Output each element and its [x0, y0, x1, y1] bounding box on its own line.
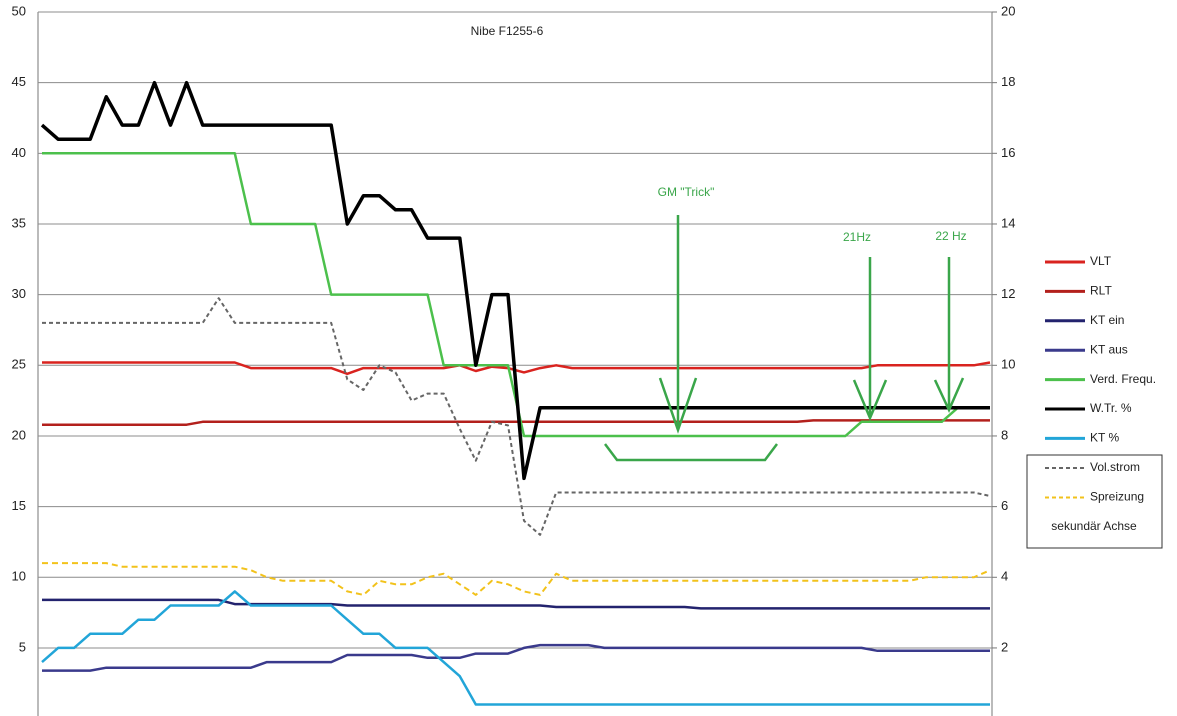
y-tick-label: 20	[12, 427, 26, 442]
legend-label: KT %	[1090, 431, 1119, 445]
y2-tick-label: 12	[1001, 286, 1015, 301]
annotation: GM "Trick"	[658, 185, 715, 199]
y2-tick-label: 6	[1001, 498, 1008, 513]
legend-label: RLT	[1090, 284, 1112, 298]
y2-tick-label: 8	[1001, 427, 1008, 442]
y-tick-label: 5	[19, 639, 26, 654]
grid: 5 10 15 20 25 30 35 40 45 50 2 4 6 8 10 12 14 16 18 20	[12, 3, 1016, 654]
legend-label: KT ein	[1090, 313, 1124, 327]
legend-label: Spreizung	[1090, 490, 1144, 504]
legend-label: VLT	[1090, 254, 1112, 268]
lines	[40, 80, 991, 706]
legend-label: W.Tr. %	[1090, 401, 1132, 415]
y-tick-label: 50	[12, 3, 26, 18]
arrow	[658, 215, 698, 434]
y-tick-label: 40	[12, 145, 26, 160]
y2-tick-label: 20	[1001, 3, 1015, 18]
legend-label: Vol.strom	[1090, 460, 1140, 474]
series-line	[40, 80, 990, 481]
y-tick-label: 30	[12, 286, 26, 301]
legend: VLT RLT KT ein KT aus Verd. Frequ. W.Tr. % KT …	[1045, 254, 1156, 504]
legend-label: Verd. Frequ.	[1090, 372, 1156, 386]
annotations	[604, 215, 965, 462]
y-tick-label: 35	[12, 215, 26, 230]
y2-tick-label: 4	[1001, 569, 1008, 584]
legend-box	[1026, 454, 1163, 549]
y2-tick-label: 16	[1001, 145, 1015, 160]
arrow	[933, 257, 965, 414]
series-line	[42, 598, 990, 610]
annotation: 21Hz	[843, 230, 871, 244]
annotation: 22 Hz	[935, 229, 966, 243]
y2-tick-label: 10	[1001, 357, 1015, 372]
series-line	[42, 562, 991, 596]
legend-note: sekundär Achse	[1051, 519, 1137, 533]
arrow	[852, 257, 888, 422]
y2-tick-label: 2	[1001, 639, 1008, 654]
series-line	[41, 590, 990, 706]
series-line	[42, 297, 991, 536]
chart-title: Nibe F1255-6	[471, 24, 544, 38]
y-tick-label: 45	[12, 74, 26, 89]
y-tick-label: 10	[12, 569, 26, 584]
series-line	[42, 419, 990, 426]
bracket	[604, 443, 778, 462]
series-line	[42, 643, 990, 672]
y-tick-label: 15	[12, 498, 26, 513]
y-tick-label: 25	[12, 357, 26, 372]
legend-label: KT aus	[1090, 342, 1128, 356]
y2-tick-label: 18	[1001, 74, 1015, 89]
y2-tick-label: 14	[1001, 215, 1015, 230]
